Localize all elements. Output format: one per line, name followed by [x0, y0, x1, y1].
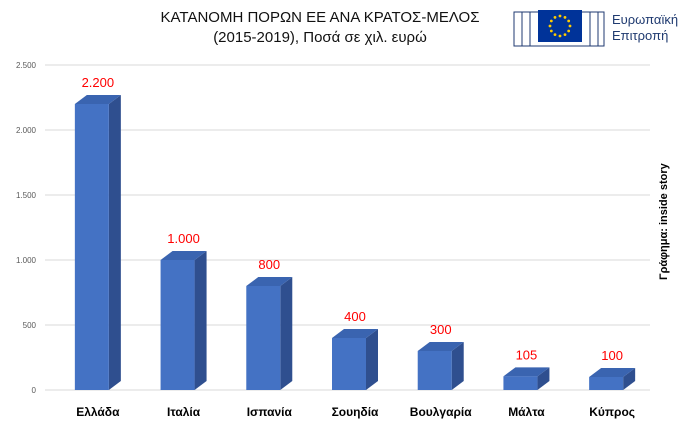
bar-top	[332, 329, 378, 338]
bar-front	[589, 377, 624, 390]
y-tick-label: 1.500	[16, 191, 37, 200]
x-tick-label: Κύπρος	[589, 405, 635, 419]
logo-line-2: Επιτροπή	[612, 28, 669, 43]
data-label: 105	[516, 347, 538, 362]
x-tick-label: Βουλγαρία	[410, 405, 472, 419]
x-tick-label: Σουηδία	[332, 405, 379, 419]
y-tick-label: 0	[32, 386, 37, 395]
bar-front	[417, 351, 452, 390]
y-tick-label: 1.000	[16, 256, 37, 265]
bar	[160, 251, 207, 390]
chart-title: ΚΑΤΑΝΟΜΗ ΠΟΡΩΝ ΕΕ ΑΝΑ ΚΡΑΤΟΣ-ΜΕΛΟΣ	[160, 9, 480, 26]
chart-subtitle: (2015-2019), Ποσά σε χιλ. ευρώ	[213, 29, 427, 46]
bar-side	[108, 95, 121, 390]
bar-side	[623, 368, 636, 390]
data-label: 800	[258, 257, 280, 272]
bar-side	[366, 329, 378, 390]
data-label: 2.200	[82, 75, 115, 90]
bar-top	[160, 251, 207, 260]
bar-side	[194, 251, 207, 390]
y-tick-label: 2.500	[16, 61, 37, 70]
bar	[74, 95, 121, 390]
chart-credit: Γράφημα: inside story	[658, 163, 670, 280]
bar	[332, 329, 378, 390]
logo-line-1: Ευρωπαϊκή	[612, 12, 679, 27]
x-tick-label: Ιταλία	[167, 405, 201, 419]
bar-front	[246, 286, 281, 390]
bar-top	[74, 95, 121, 104]
x-tick-label: Ισπανία	[247, 405, 293, 419]
data-label: 100	[601, 348, 623, 363]
bar	[503, 367, 550, 390]
x-tick-label: Ελλάδα	[76, 405, 120, 419]
bar	[246, 277, 293, 390]
bar-front	[74, 104, 109, 390]
bar-side	[537, 367, 550, 390]
bar-side	[451, 342, 464, 390]
bar-side	[280, 277, 293, 390]
bar-front	[503, 376, 538, 390]
bar-top	[589, 368, 636, 377]
bar	[417, 342, 464, 390]
y-tick-label: 500	[23, 321, 37, 330]
data-label: 400	[344, 309, 366, 324]
logo-wordmark: Ευρωπαϊκή Επιτροπή	[612, 12, 678, 44]
y-tick-label: 2.000	[16, 126, 37, 135]
european-commission-logo: Ευρωπαϊκή Επιτροπή	[512, 4, 680, 50]
data-label: 1.000	[167, 231, 200, 246]
eu-flag-icon	[513, 10, 605, 47]
x-tick-label: Μάλτα	[508, 405, 545, 419]
bar-top	[246, 277, 293, 286]
bar-front	[332, 338, 366, 390]
bar-front	[160, 260, 195, 390]
bar	[589, 368, 636, 390]
data-label: 300	[430, 322, 452, 337]
bar-top	[417, 342, 464, 351]
bar-top	[503, 367, 550, 377]
